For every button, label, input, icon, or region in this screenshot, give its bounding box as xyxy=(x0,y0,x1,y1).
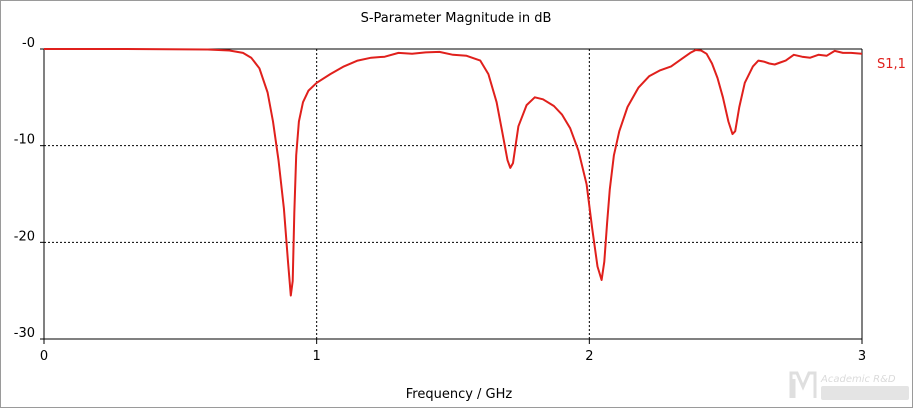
tick-labels: 0 1 2 3 -0 -10 -20 -30 xyxy=(14,36,866,364)
series-layer xyxy=(44,48,862,297)
legend: S1,1 xyxy=(877,57,906,72)
x-axis-label: Frequency / GHz xyxy=(406,387,513,402)
watermark-text: Academic R&D xyxy=(820,374,896,385)
watermark: Academic R&D xyxy=(789,371,909,400)
legend-label-s11: S1,1 xyxy=(877,57,906,72)
watermark-logo-icon xyxy=(789,371,817,398)
chart-title: S-Parameter Magnitude in dB xyxy=(361,11,552,26)
grid xyxy=(44,49,862,339)
watermark-glyph-block xyxy=(821,386,909,400)
axes xyxy=(40,48,863,344)
x-tick-label: 2 xyxy=(585,349,593,364)
y-tick-label: -10 xyxy=(14,133,35,148)
x-tick-label: 0 xyxy=(40,349,48,364)
y-tick-label: -20 xyxy=(14,229,35,244)
x-tick-label: 3 xyxy=(858,349,866,364)
series-line-s11 xyxy=(44,48,862,297)
y-tick-label: -0 xyxy=(22,36,35,51)
x-tick-label: 1 xyxy=(313,349,321,364)
y-tick-label: -30 xyxy=(14,326,35,341)
